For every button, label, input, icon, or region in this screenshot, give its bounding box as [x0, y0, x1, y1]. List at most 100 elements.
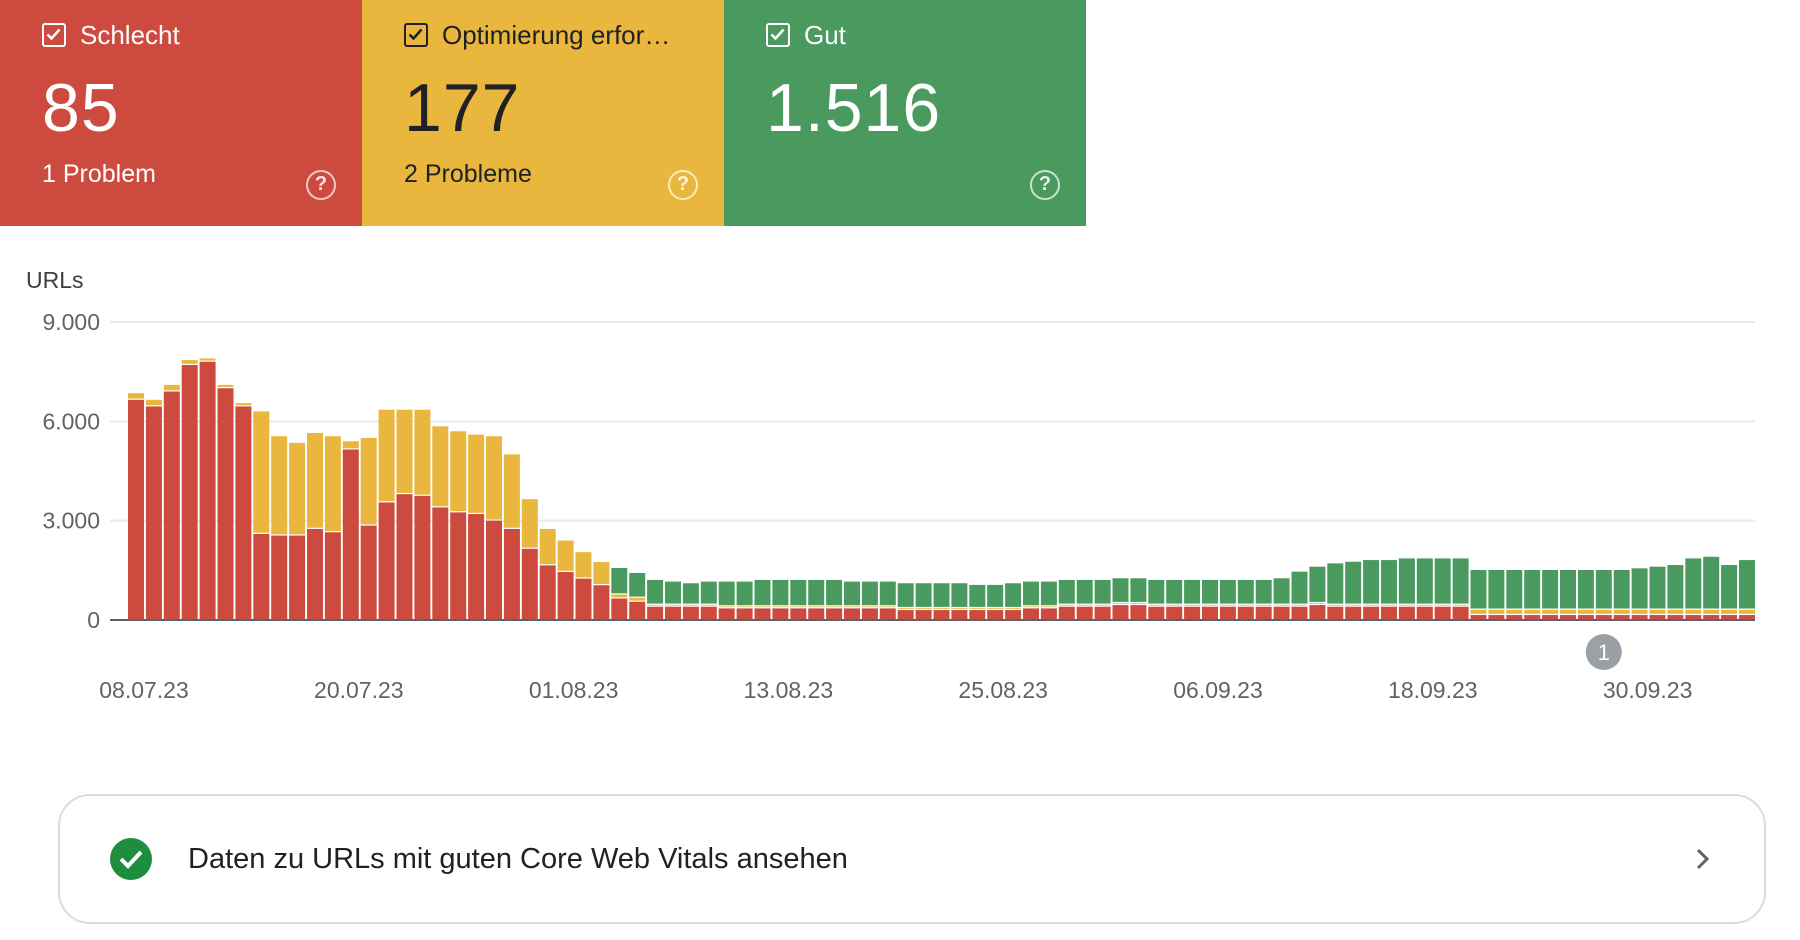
bar-segment: [1649, 566, 1666, 609]
bar-segment: [1416, 604, 1433, 606]
bar-segment: [772, 579, 789, 606]
bar-segment: [861, 608, 878, 620]
card-value: 85: [42, 70, 120, 146]
bar-segment: [575, 578, 592, 620]
bar-segment: [1184, 579, 1201, 604]
bar-segment: [217, 384, 234, 388]
bar-segment: [1721, 615, 1738, 620]
bar-segment: [1058, 606, 1075, 620]
bar-segment: [1219, 606, 1236, 620]
bar-segment: [450, 512, 467, 620]
bar-segment: [1148, 604, 1165, 606]
card-value: 1.516: [766, 70, 942, 146]
bar-segment: [1184, 604, 1201, 606]
bar-segment: [915, 583, 932, 607]
bar-segment: [396, 409, 413, 493]
bar-segment: [897, 608, 914, 609]
bar-segment: [324, 436, 341, 532]
bar-segment: [736, 606, 753, 608]
bar-segment: [951, 583, 968, 607]
bar-segment: [324, 532, 341, 620]
card-needs-improvement[interactable]: Optimierung erforderlich 177 2 Probleme …: [362, 0, 724, 226]
bar-segment: [1649, 609, 1666, 614]
bar-segment: [1058, 604, 1075, 606]
checkbox-checked-icon[interactable]: [766, 23, 790, 47]
bar-segment: [987, 608, 1004, 609]
bar-segment: [951, 610, 968, 620]
bar-segment: [360, 525, 377, 620]
bar-segment: [1130, 605, 1147, 620]
card-poor[interactable]: Schlecht 85 1 Problem ?: [0, 0, 362, 226]
bar-segment: [503, 528, 520, 620]
bar-segment: [1219, 604, 1236, 606]
bar-segment: [1166, 604, 1183, 606]
bar-segment: [1739, 560, 1755, 609]
bar-segment: [1613, 615, 1630, 620]
bar-segment: [1309, 566, 1326, 602]
help-icon[interactable]: ?: [1030, 170, 1060, 200]
bar-segment: [1739, 615, 1755, 620]
bar-segment: [1309, 603, 1326, 604]
bar-segment: [1023, 608, 1039, 620]
bar-segment: [647, 606, 664, 620]
bar-segment: [1685, 558, 1702, 609]
link-text: Daten zu URLs mit guten Core Web Vitals …: [188, 842, 848, 875]
bar-segment: [289, 535, 306, 620]
card-good[interactable]: Gut 1.516 ?: [724, 0, 1086, 226]
bar-segment: [468, 434, 485, 513]
bar-segment: [897, 583, 914, 607]
bar-segment: [145, 406, 162, 620]
bar-segment: [1291, 571, 1308, 604]
bar-segment: [987, 610, 1004, 620]
bar-segment: [1613, 570, 1630, 609]
bar-segment: [360, 437, 377, 525]
bar-segment: [1255, 606, 1272, 620]
bar-segment: [1058, 579, 1075, 604]
checkbox-checked-icon[interactable]: [42, 23, 66, 47]
card-label: Gut: [804, 19, 846, 50]
bar-segment: [1506, 570, 1523, 609]
bar-segment: [665, 604, 681, 606]
bar-segment: [1076, 579, 1093, 604]
bar-segment: [396, 494, 413, 620]
bar-segment: [1255, 579, 1272, 604]
bar-segment: [1613, 609, 1630, 614]
card-label: Optimierung erforderlich: [442, 19, 682, 50]
checkbox-checked-icon[interactable]: [404, 23, 428, 47]
bar-segment: [844, 606, 860, 608]
bar-segment: [879, 608, 896, 620]
bar-segment: [128, 399, 144, 620]
bar-segment: [1398, 606, 1415, 620]
bar-segment: [879, 606, 896, 608]
bar-segment: [521, 499, 538, 548]
bar-segment: [1094, 604, 1111, 606]
bar-segment: [1166, 606, 1183, 620]
bar-segment: [790, 606, 807, 608]
card-value: 177: [404, 70, 521, 146]
good-urls-link[interactable]: Daten zu URLs mit guten Core Web Vitals …: [58, 794, 1766, 924]
bar-segment: [1595, 615, 1612, 620]
bar-segment: [1667, 615, 1684, 620]
bar-segment: [1327, 604, 1344, 606]
bar-segment: [1506, 609, 1523, 614]
bar-segment: [1327, 606, 1344, 620]
bar-segment: [486, 520, 502, 620]
bar-segment: [1219, 579, 1236, 604]
bar-segment: [700, 604, 717, 606]
bar-segment: [1685, 615, 1702, 620]
bar-segment: [1202, 606, 1218, 620]
bar-segment: [1488, 570, 1505, 609]
bar-segment: [969, 608, 986, 609]
annotation-label: 1: [1598, 640, 1610, 665]
y-axis-label: URLs: [26, 267, 84, 293]
bar-segment: [1739, 609, 1755, 614]
bar-segment: [378, 409, 395, 502]
help-icon[interactable]: ?: [306, 170, 336, 200]
bar-segment: [1148, 606, 1165, 620]
bar-segment: [235, 403, 252, 406]
bar-segment: [593, 585, 610, 620]
bar-segment: [682, 583, 699, 604]
bar-segment: [718, 606, 735, 608]
help-icon[interactable]: ?: [668, 170, 698, 200]
x-tick-label: 25.08.23: [958, 677, 1048, 703]
